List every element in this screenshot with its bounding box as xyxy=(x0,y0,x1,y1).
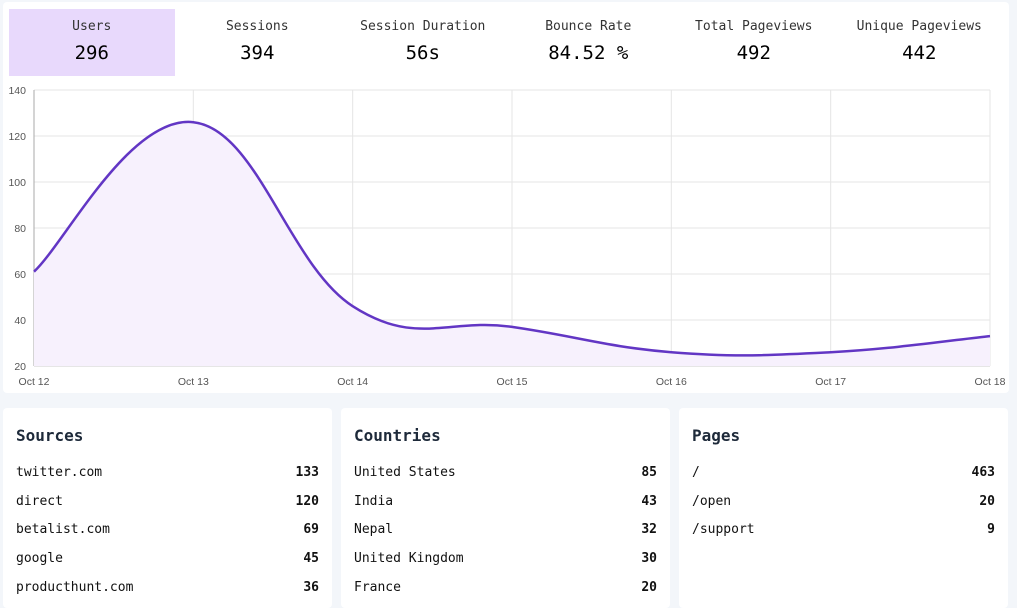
stat-label: Users xyxy=(72,19,112,34)
stat-value: 442 xyxy=(902,42,937,64)
item-count: 43 xyxy=(641,493,657,509)
list-item[interactable]: twitter.com 133 xyxy=(16,465,319,494)
item-name: /support xyxy=(692,522,755,538)
item-name: google xyxy=(16,551,63,567)
item-name: United States xyxy=(354,465,456,480)
item-count: 133 xyxy=(295,465,319,480)
item-count: 20 xyxy=(641,579,657,595)
item-count: 45 xyxy=(303,551,319,567)
item-count: 30 xyxy=(641,551,657,567)
item-count: 36 xyxy=(303,579,319,595)
y-tick-label: 100 xyxy=(8,177,26,189)
stat-session-duration[interactable]: Session Duration 56s xyxy=(340,9,506,76)
x-tick-label: Oct 16 xyxy=(656,376,687,388)
list-item[interactable]: France 20 xyxy=(354,580,657,608)
item-count: 69 xyxy=(303,522,319,538)
pages-card: Pages / 463/open 20/support 9 xyxy=(679,408,1008,608)
stat-value: 84.52 % xyxy=(548,42,629,64)
x-tick-label: Oct 12 xyxy=(19,376,50,388)
list-item[interactable]: Nepal 32 xyxy=(354,522,657,551)
list-item[interactable]: United Kingdom 30 xyxy=(354,551,657,580)
stat-label: Bounce Rate xyxy=(545,19,632,34)
item-name: France xyxy=(354,579,401,595)
item-count: 20 xyxy=(979,493,995,509)
x-tick-label: Oct 13 xyxy=(178,376,209,388)
item-name: India xyxy=(354,493,394,509)
x-tick-label: Oct 17 xyxy=(815,376,846,388)
stat-total-pageviews[interactable]: Total Pageviews 492 xyxy=(671,9,837,76)
y-tick-label: 80 xyxy=(14,223,26,235)
stat-sessions[interactable]: Sessions 394 xyxy=(175,9,341,76)
area-fill xyxy=(34,121,990,366)
list-item[interactable]: /open 20 xyxy=(692,494,995,523)
y-tick-label: 40 xyxy=(14,315,26,327)
sources-title: Sources xyxy=(16,426,84,445)
stat-value: 56s xyxy=(405,42,440,64)
users-chart: 20 40 60 80 100 120 140 Oct 12 Oct 13 Oct 14 Oct 1… xyxy=(8,85,1006,388)
item-count: 463 xyxy=(971,465,995,480)
item-name: /open xyxy=(692,493,732,509)
item-name: betalist.com xyxy=(16,522,110,538)
list-item[interactable]: United States 85 xyxy=(354,465,657,494)
item-name: producthunt.com xyxy=(16,579,134,595)
item-name: United Kingdom xyxy=(354,551,464,567)
stat-label: Total Pageviews xyxy=(695,19,813,34)
stat-unique-pageviews[interactable]: Unique Pageviews 442 xyxy=(837,9,1003,76)
stat-bounce-rate[interactable]: Bounce Rate 84.52 % xyxy=(506,9,672,76)
item-name: Nepal xyxy=(354,522,394,538)
item-count: 32 xyxy=(641,522,657,538)
x-tick-label: Oct 15 xyxy=(497,376,528,388)
stat-label: Session Duration xyxy=(360,19,486,34)
list-item[interactable]: / 463 xyxy=(692,465,995,494)
item-count: 85 xyxy=(641,465,657,480)
y-tick-label: 20 xyxy=(14,361,26,373)
item-name: twitter.com xyxy=(16,465,103,480)
stat-label: Unique Pageviews xyxy=(856,19,982,34)
sources-card: Sources twitter.com 133 direct 120 betalist.… xyxy=(3,408,332,608)
x-tick-label: Oct 18 xyxy=(975,376,1006,388)
stat-users[interactable]: Users 296 xyxy=(9,9,175,76)
item-name: / xyxy=(692,465,700,480)
list-item[interactable]: /support 9 xyxy=(692,522,995,551)
list-item[interactable]: betalist.com 69 xyxy=(16,522,319,551)
countries-title: Countries xyxy=(354,426,441,445)
x-tick-label: Oct 14 xyxy=(337,376,368,388)
stat-label: Sessions xyxy=(225,19,289,34)
item-name: direct xyxy=(16,493,63,509)
list-item[interactable]: producthunt.com 36 xyxy=(16,580,319,608)
item-count: 120 xyxy=(295,493,319,509)
y-tick-label: 140 xyxy=(8,85,26,97)
stat-value: 296 xyxy=(74,42,109,64)
item-count: 9 xyxy=(987,522,995,538)
list-item[interactable]: direct 120 xyxy=(16,494,319,523)
stats-row: Users 296 Sessions 394 Session Duration 56s… xyxy=(9,9,1002,76)
y-tick-label: 120 xyxy=(8,131,26,143)
pages-title: Pages xyxy=(692,426,741,445)
stat-value: 394 xyxy=(240,42,275,64)
list-item[interactable]: google 45 xyxy=(16,551,319,580)
y-tick-label: 60 xyxy=(14,269,26,281)
stat-value: 492 xyxy=(736,42,771,64)
list-item[interactable]: India 43 xyxy=(354,494,657,523)
users-line xyxy=(33,120,991,357)
countries-card: Countries United States 85 India 43 Nepal 32 U… xyxy=(341,408,670,608)
